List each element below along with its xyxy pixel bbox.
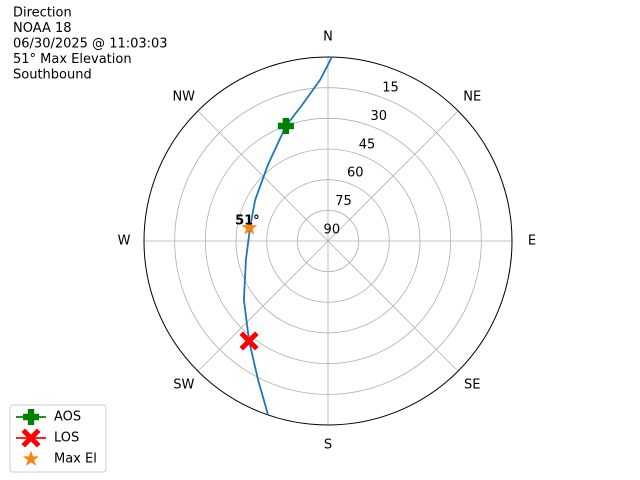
legend-marker [23,409,39,425]
legend-marker [21,428,41,448]
theta-tick-label: NW [172,89,195,104]
legend-label: Max El [54,452,97,467]
title-line: 06/30/2025 @ 11:03:03 [13,37,168,52]
max-el-marker [241,219,258,235]
aos-marker [277,117,294,134]
r-tick-label: 15 [382,81,399,96]
polar-frame [143,56,513,426]
theta-tick-label: W [118,234,131,249]
theta-tick-label: N [323,30,333,45]
legend-label: LOS [54,431,79,446]
theta-tick-label: E [528,234,536,249]
theta-tick-label: S [324,438,332,453]
r-grid-line [235,148,421,334]
legend-label: AOS [54,410,81,425]
max-el-label: 51° [235,213,260,228]
title-line: 51° Max Elevation [13,52,132,67]
r-tick-label: 45 [359,137,376,152]
title-line: NOAA 18 [13,21,72,36]
r-grid-line [204,117,452,365]
los-marker [239,331,259,351]
track-line [242,56,333,416]
r-grid-line [296,209,360,273]
legend-marker [22,450,40,466]
r-tick-label: 60 [347,166,364,181]
theta-tick-label: NE [463,89,481,104]
theta-tick-label: SE [464,378,480,393]
r-tick-label: 30 [370,109,387,124]
r-tick-label: 90 [324,222,341,237]
theta-tick-label: SW [173,378,194,393]
legend: AOS LOS Max El [9,404,107,473]
r-grid-line [266,179,390,303]
r-tick-label: 75 [335,194,352,209]
r-grid-line [174,87,482,395]
title-line: Southbound [13,68,92,83]
title-line: Direction [13,6,72,21]
